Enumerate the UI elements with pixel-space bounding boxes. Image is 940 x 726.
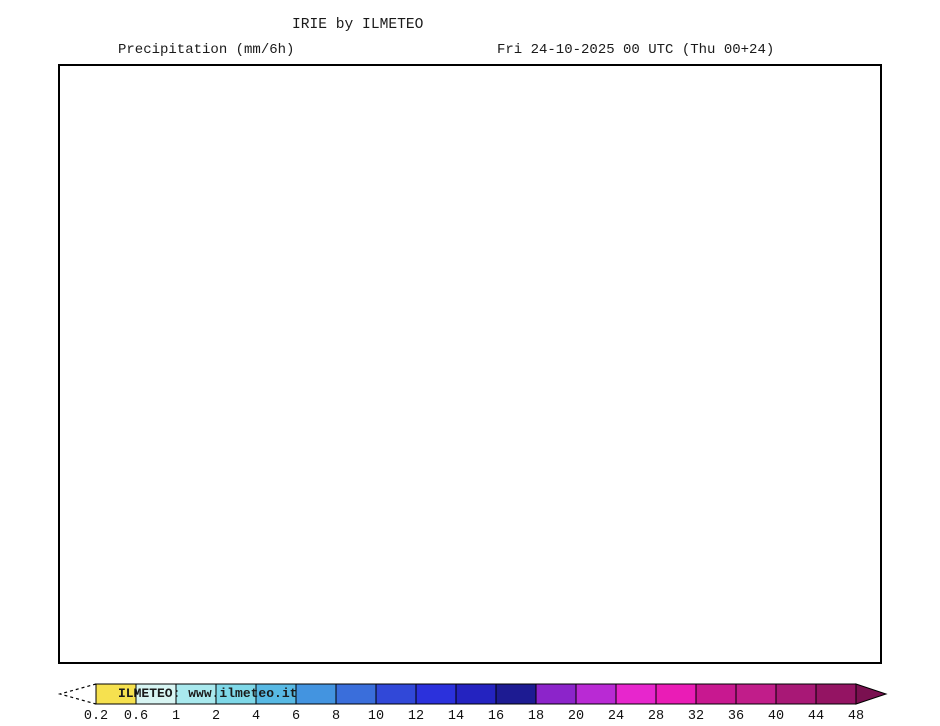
svg-text:18: 18	[528, 709, 544, 724]
svg-text:Precipitation (mm/6h): Precipitation (mm/6h)	[118, 42, 294, 58]
svg-text:0.2: 0.2	[84, 709, 108, 724]
svg-text:24: 24	[608, 709, 624, 724]
svg-text:16: 16	[488, 709, 504, 724]
svg-text:0.6: 0.6	[124, 709, 148, 724]
svg-text:40: 40	[768, 709, 784, 724]
svg-text:28: 28	[648, 709, 664, 724]
svg-text:4: 4	[252, 709, 260, 724]
svg-text:1: 1	[172, 709, 180, 724]
svg-text:14: 14	[448, 709, 464, 724]
svg-text:44: 44	[808, 709, 824, 724]
svg-text:ILMETEO: www.ilmeteo.it: ILMETEO: www.ilmeteo.it	[118, 686, 297, 701]
svg-text:20: 20	[568, 709, 584, 724]
svg-text:Fri 24-10-2025 00 UTC (Thu 00+: Fri 24-10-2025 00 UTC (Thu 00+24)	[497, 42, 774, 58]
svg-text:8: 8	[332, 709, 340, 724]
svg-text:32: 32	[688, 709, 704, 724]
svg-text:2: 2	[212, 709, 220, 724]
svg-text:IRIE by ILMETEO: IRIE by ILMETEO	[292, 17, 424, 33]
svg-text:36: 36	[728, 709, 744, 724]
svg-text:10: 10	[368, 709, 384, 724]
svg-text:12: 12	[408, 709, 424, 724]
svg-text:6: 6	[292, 709, 300, 724]
svg-text:48: 48	[848, 709, 864, 724]
